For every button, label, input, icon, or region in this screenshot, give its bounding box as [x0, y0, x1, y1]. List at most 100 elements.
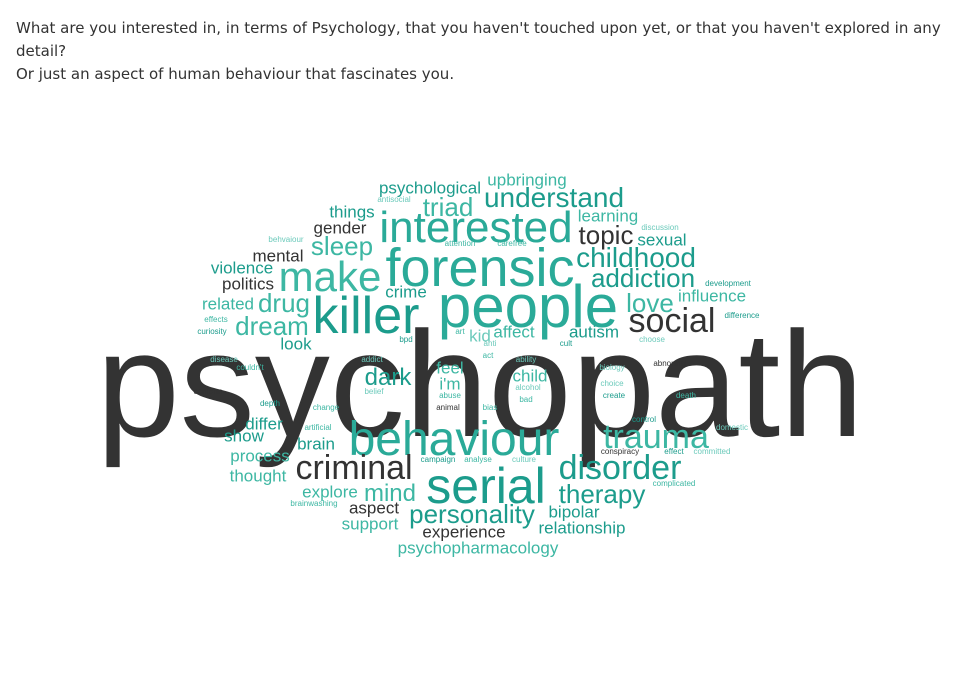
word-difference: difference [724, 311, 760, 320]
word-addiction: addiction [590, 263, 696, 293]
word-affect: affect [493, 322, 535, 342]
word-complicated: complicated [652, 479, 696, 488]
word-drug: drug [257, 288, 311, 318]
word-dream: dream [235, 311, 309, 341]
word-addict: addict [361, 355, 383, 364]
word-behaviour: behaviour [348, 413, 560, 466]
word-experience: experience [422, 522, 506, 542]
word-anti: anti [483, 339, 497, 348]
word-campaign: campaign [420, 455, 456, 464]
word-ability: ability [515, 355, 537, 364]
word-aspect: aspect [348, 498, 400, 518]
word-artificial: artificial [304, 423, 332, 432]
word-create: create [602, 391, 626, 400]
word-art: art [455, 327, 465, 336]
word-personality: personality [409, 499, 535, 529]
word-analyse: analyse [464, 455, 492, 464]
word-people: people [437, 273, 619, 340]
word-abuse: abuse [439, 391, 461, 400]
word-choice: choice [600, 379, 624, 388]
word-love: love [626, 288, 674, 318]
word-mind: mind [363, 480, 417, 507]
word-death: death [675, 391, 697, 400]
word-gender: gender [313, 218, 367, 238]
question-line-1: What are you interested in, in terms of … [16, 19, 941, 60]
word-thought: thought [229, 466, 287, 486]
word-attention: attention [444, 239, 476, 248]
word-development: development [705, 279, 751, 288]
word-dark: dark [364, 364, 412, 391]
word-make: make [278, 253, 382, 300]
word-mental: mental [252, 246, 304, 266]
word-domestic: domestic [715, 423, 749, 432]
word-social: social [628, 302, 716, 340]
word-carefree: carefree [497, 239, 527, 248]
word-control: control [631, 415, 657, 424]
word-act: act [482, 351, 494, 360]
word-things: things [329, 202, 375, 222]
word-criminal: criminal [295, 449, 413, 487]
word-couldn-t: couldn't [236, 363, 264, 372]
word-crime: crime [385, 282, 427, 302]
word-trauma: trauma [603, 418, 709, 456]
word-abnormal: abnormal [653, 359, 687, 368]
word-therapy: therapy [558, 479, 646, 509]
word-relationship: relationship [538, 518, 626, 538]
word-serial: serial [426, 458, 546, 514]
word-animal: animal [436, 403, 460, 412]
word-sexual: sexual [637, 230, 687, 250]
word-killer: killer [312, 287, 420, 345]
word-antisocial: antisocial [377, 195, 411, 204]
word-psychological: psychological [378, 178, 482, 198]
word-child: child [512, 366, 548, 386]
word-choose: choose [639, 335, 665, 344]
word-culture: culture [511, 455, 537, 464]
word-autism: autism [568, 322, 620, 342]
word-depth: depth [259, 399, 281, 408]
word-triad: triad [422, 192, 474, 222]
word-sleep: sleep [310, 231, 374, 261]
word-bipolar: bipolar [548, 502, 600, 522]
question-text: What are you interested in, in terms of … [16, 17, 946, 86]
word-childhood: childhood [576, 242, 696, 273]
word-violence: violence [210, 258, 274, 278]
word-kid: kid [469, 326, 491, 346]
word-upbringing: upbringing [487, 170, 567, 190]
word-biology: biology [599, 363, 625, 372]
word-influence: influence [677, 286, 747, 306]
word-look: look [280, 334, 312, 354]
word-curiosity: curiosity [197, 327, 227, 336]
word-effects: effects [204, 315, 228, 324]
word-cult: cult [559, 339, 573, 348]
word-interested: interested [379, 203, 573, 252]
word-brainwashing: brainwashing [290, 499, 338, 508]
word-bad: bad [519, 395, 533, 404]
word-related: related [202, 294, 254, 314]
word-brain: brain [297, 434, 335, 454]
word-i-m: i'm [439, 374, 461, 394]
word-discussion: discussion [641, 223, 679, 232]
word-forensic: forensic [385, 238, 575, 298]
word-explore: explore [302, 482, 358, 502]
word-support: support [341, 514, 399, 534]
word-committed: committed [693, 447, 731, 456]
word-psychopharmacology: psychopharmacology [397, 538, 559, 558]
word-show: show [224, 426, 264, 446]
word-effect: effect [664, 447, 684, 456]
question-line-2: Or just an aspect of human behaviour tha… [16, 65, 455, 83]
word-disease: disease [210, 355, 238, 364]
word-behvaiour: behvaiour [268, 235, 304, 244]
word-psychopath: psychopath [96, 300, 864, 468]
word-conform: conform [193, 387, 223, 396]
word-alcohol: alcohol [515, 383, 541, 392]
word-differ: differ [245, 414, 283, 434]
word-process: process [230, 446, 290, 466]
word-feel: feel [436, 358, 464, 378]
word-politics: politics [222, 274, 274, 294]
word-bpd: bpd [399, 335, 413, 344]
word-learning: learning [577, 206, 639, 226]
word-belief: belief [364, 387, 384, 396]
word-change: change [312, 403, 340, 412]
word-disorder: disorder [558, 449, 682, 487]
